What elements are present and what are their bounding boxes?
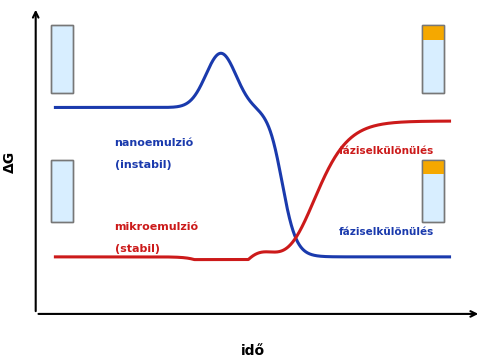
Bar xyxy=(422,160,444,222)
Bar xyxy=(422,160,444,222)
Text: (instabil): (instabil) xyxy=(115,160,171,169)
Text: (stabil): (stabil) xyxy=(115,244,160,254)
Bar xyxy=(422,160,444,174)
Text: mikroemulzió: mikroemulzió xyxy=(115,222,199,232)
Bar xyxy=(422,25,444,93)
Text: fáziselkülönülés: fáziselkülönülés xyxy=(339,227,434,237)
Bar xyxy=(51,160,73,222)
Bar xyxy=(51,160,73,222)
Text: fáziselkülönülés: fáziselkülönülés xyxy=(339,146,434,156)
Bar xyxy=(422,25,444,40)
Text: ΔG: ΔG xyxy=(3,151,17,173)
Text: nanoemulzió: nanoemulzió xyxy=(115,138,194,148)
Bar xyxy=(51,25,73,93)
Bar xyxy=(422,25,444,93)
Text: idő: idő xyxy=(241,344,264,358)
Bar xyxy=(51,25,73,93)
